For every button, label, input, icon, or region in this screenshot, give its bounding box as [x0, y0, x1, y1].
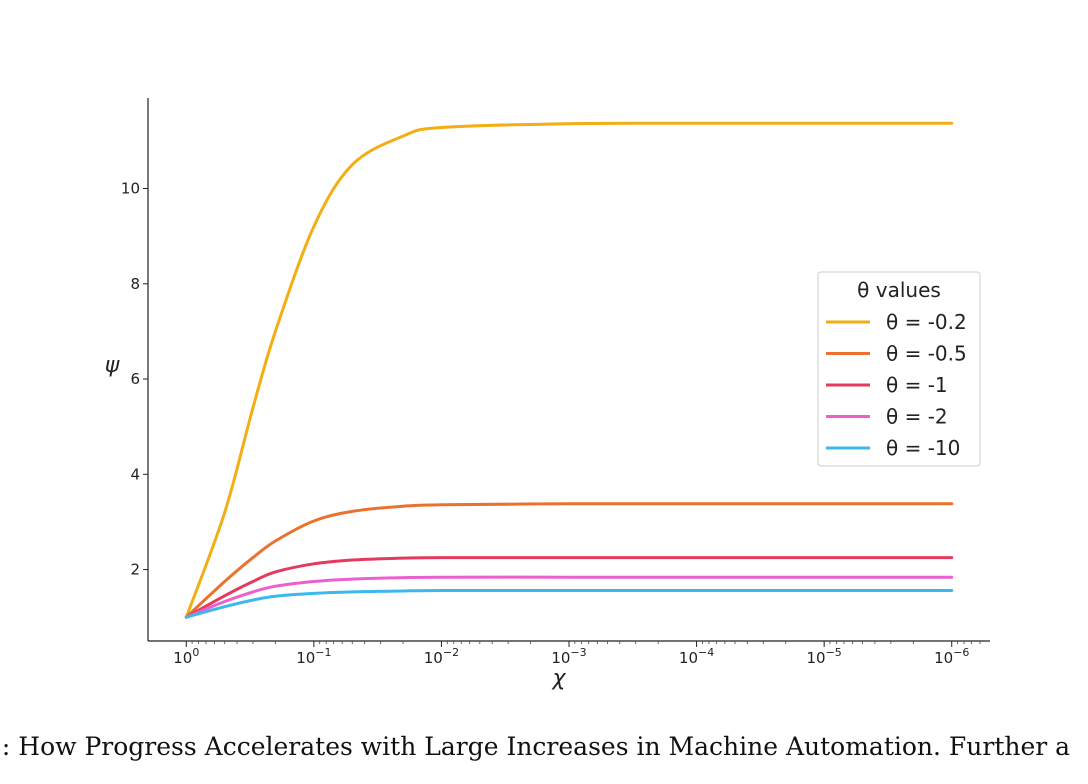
series-line [184, 575, 954, 619]
x-tick-label: 10−2 [424, 646, 459, 667]
y-tick-label: 2 [130, 561, 140, 579]
plot-area [184, 121, 954, 619]
legend-title: θ values [857, 278, 941, 302]
x-tick-label: 100 [173, 646, 199, 667]
series-line [184, 121, 954, 619]
line-chart: 2 4 6 8 10 100 10−1 10−2 10−3 10−4 10−5 10−6 χ ψ θ… [105, 98, 990, 691]
y-ticks: 2 4 6 8 10 [121, 180, 148, 579]
y-axis-label: ψ [105, 353, 120, 378]
series-line [184, 556, 954, 619]
x-tick-label: 10−5 [806, 646, 841, 667]
x-tick-label: 10−4 [679, 646, 714, 667]
legend-label: θ = -0.5 [886, 342, 967, 366]
legend-label: θ = -0.2 [886, 310, 967, 334]
x-tick-label: 10−6 [934, 646, 969, 667]
y-tick-label: 6 [130, 370, 140, 388]
legend: θ values θ = -0.2 θ = -0.5 θ = -1 θ = -2 θ =… [817, 271, 981, 467]
x-tick-label: 10−3 [551, 646, 586, 667]
y-tick-label: 10 [121, 180, 140, 198]
caption-text: 3: How Progress Accelerates with Large I… [0, 732, 1071, 761]
series-line [184, 502, 954, 619]
series-line [184, 588, 954, 619]
x-axis-label: χ [551, 666, 566, 691]
x-tick-label: 10−1 [296, 646, 331, 667]
legend-label: θ = -2 [886, 405, 948, 429]
y-tick-label: 8 [130, 275, 140, 293]
figure-caption: 3: How Progress Accelerates with Large I… [0, 732, 1088, 772]
y-tick-label: 4 [130, 465, 140, 483]
legend-label: θ = -10 [886, 436, 960, 460]
x-ticks: 100 10−1 10−2 10−3 10−4 10−5 10−6 [173, 641, 981, 667]
legend-label: θ = -1 [886, 373, 948, 397]
